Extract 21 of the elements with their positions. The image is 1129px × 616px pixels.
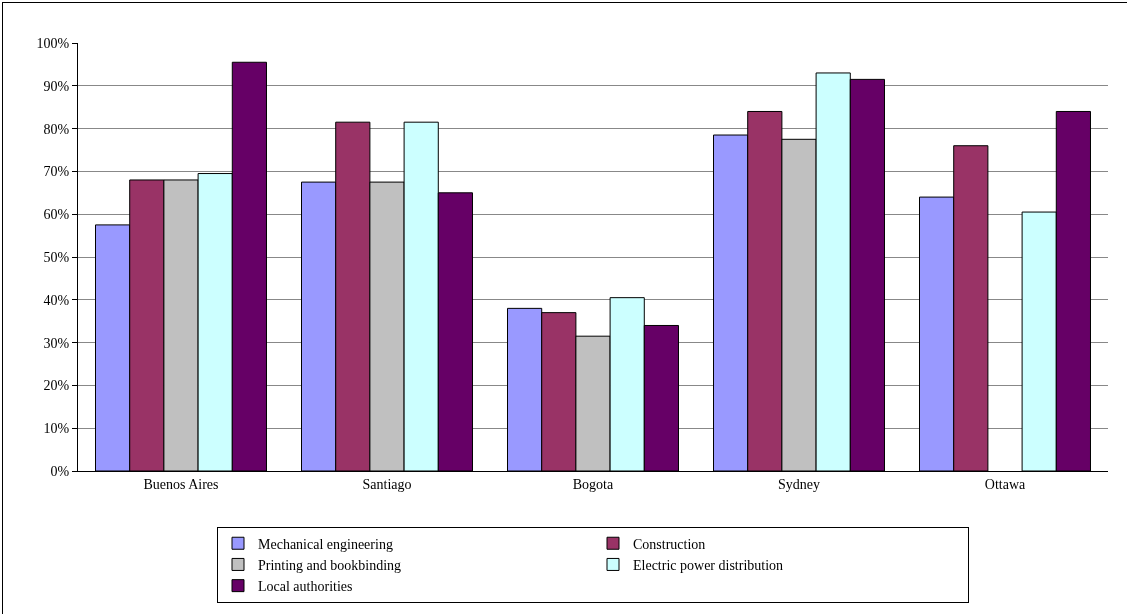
y-tick-label: 100% — [36, 35, 70, 51]
y-tick-label: 90% — [43, 78, 70, 94]
x-tick-label: Ottawa — [984, 476, 1026, 492]
legend-label: Local authorities — [258, 579, 353, 595]
y-tick-label: 70% — [43, 164, 70, 180]
y-tick-label: 40% — [43, 292, 70, 308]
x-tick-label: Bogota — [572, 476, 614, 492]
legend-label: Mechanical engineering — [258, 536, 393, 552]
y-tick-label: 0% — [50, 463, 70, 479]
x-tick-label: Buenos Aires — [143, 476, 219, 492]
y-tick-label: 20% — [43, 378, 70, 394]
y-tick-label: 30% — [43, 335, 70, 351]
x-tick-label: Sydney — [778, 476, 820, 492]
y-tick-label: 60% — [43, 207, 70, 223]
y-tick-label: 80% — [43, 121, 70, 137]
y-tick-label: 10% — [43, 421, 70, 437]
y-tick-label: 50% — [43, 249, 70, 265]
legend-label: Electric power distribution — [633, 557, 784, 573]
legend-label: Printing and bookbinding — [258, 557, 402, 573]
legend-label: Construction — [633, 536, 706, 552]
x-tick-label: Santiago — [362, 476, 412, 492]
